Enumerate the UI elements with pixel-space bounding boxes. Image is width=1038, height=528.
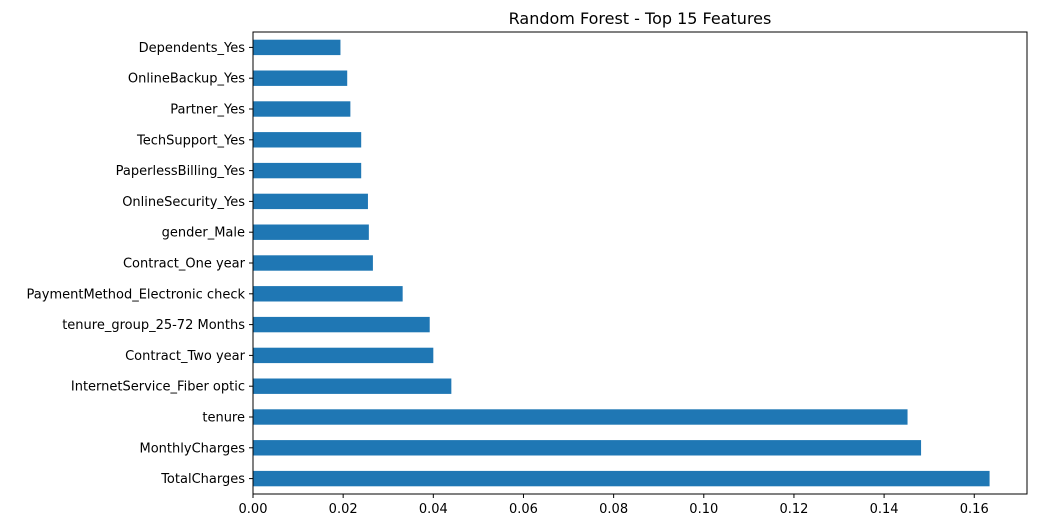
bar	[253, 132, 362, 148]
x-tick-label: 0.02	[329, 502, 358, 517]
y-tick-label: OnlineBackup_Yes	[128, 72, 245, 87]
y-tick-label: InternetService_Fiber optic	[71, 380, 245, 395]
bar	[253, 224, 369, 240]
y-tick-label: gender_Male	[162, 226, 245, 241]
x-tick-label: 0.00	[239, 502, 268, 517]
bar	[253, 470, 990, 487]
x-tick-label: 0.04	[419, 502, 448, 517]
y-tick-label: TechSupport_Yes	[136, 133, 245, 148]
y-tick-label: MonthlyCharges	[140, 441, 246, 456]
y-tick-label: Partner_Yes	[170, 103, 245, 118]
y-tick-label: PaymentMethod_Electronic check	[27, 287, 246, 302]
y-tick-label: tenure	[202, 411, 245, 426]
x-tick-label: 0.10	[689, 502, 718, 517]
x-tick-label: 0.16	[960, 502, 989, 517]
y-tick-label: TotalCharges	[160, 472, 245, 487]
x-tick-label: 0.06	[509, 502, 538, 517]
bar	[253, 70, 348, 86]
y-tick-label: tenure_group_25-72 Months	[62, 318, 245, 333]
y-tick-label: OnlineSecurity_Yes	[122, 195, 245, 210]
y-tick-label: Dependents_Yes	[139, 41, 246, 56]
bar	[253, 409, 908, 425]
y-tick-label: PaperlessBilling_Yes	[116, 164, 246, 179]
x-tick-label: 0.12	[779, 502, 808, 517]
bar	[253, 286, 403, 302]
bar	[253, 255, 373, 271]
bar	[253, 440, 922, 456]
y-tick-label: Contract_One year	[123, 257, 246, 272]
x-tick-label: 0.08	[599, 502, 628, 517]
axes-frame	[252, 31, 1028, 495]
x-tick-label: 0.14	[870, 502, 899, 517]
bar	[253, 193, 368, 210]
bar	[253, 316, 430, 333]
plot-area: TotalCharges MonthlyCharges tenure Internet…	[27, 31, 1028, 517]
bar	[253, 378, 452, 394]
bar	[253, 347, 434, 364]
y-tick-label: Contract_Two year	[125, 349, 246, 364]
bar	[253, 39, 341, 56]
bar	[253, 101, 351, 117]
chart-title: Random Forest - Top 15 Features	[509, 9, 772, 28]
bar	[253, 162, 362, 179]
